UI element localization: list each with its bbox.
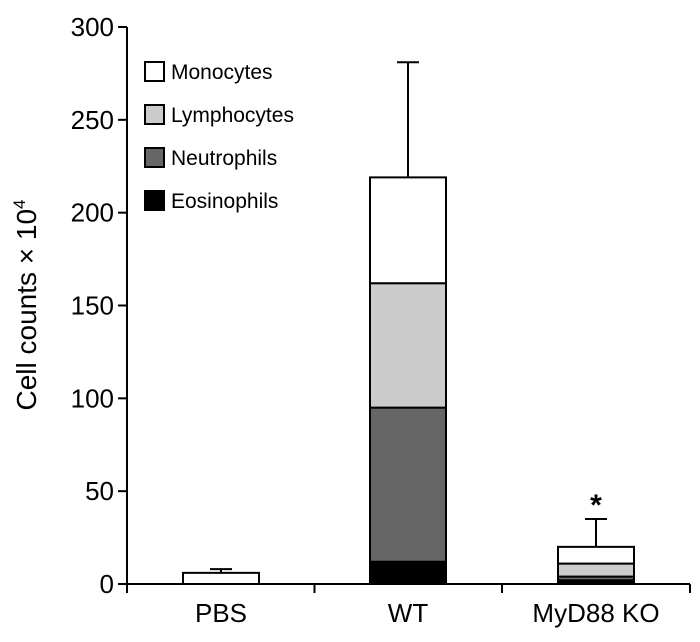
bar-segment-monocytes	[369, 176, 447, 285]
y-tick-label: 150	[71, 291, 114, 321]
bar-segment-lymphocytes	[557, 562, 635, 578]
y-tick-label: 100	[71, 383, 114, 413]
bar-segment-monocytes	[557, 545, 635, 565]
x-category-label: PBS	[195, 598, 247, 628]
y-tick-label: 300	[71, 12, 114, 42]
legend-swatch	[144, 147, 165, 168]
legend-label: Lymphocytes	[171, 104, 294, 127]
y-tick-label: 0	[100, 569, 114, 599]
bar-segment-lymphocytes	[369, 282, 447, 409]
y-axis-title-text: Cell counts × 10	[11, 209, 42, 411]
bar-segment-monocytes	[182, 571, 260, 585]
x-category-label: WT	[388, 598, 429, 628]
legend-swatch	[144, 61, 165, 82]
legend-label: Neutrophils	[171, 147, 277, 170]
bar-segment-eosinophils	[369, 560, 447, 585]
legend-label: Eosinophils	[171, 190, 278, 213]
plot-area: 0 50 100 150 200 250 300 PBS WT MyD88 KO * Monocyte…	[71, 12, 691, 628]
bar-segment-neutrophils	[369, 406, 447, 563]
x-category-label: MyD88 KO	[532, 598, 659, 628]
legend-label: Monocytes	[171, 61, 273, 84]
significance-marker: *	[590, 489, 602, 522]
y-tick-label: 250	[71, 105, 114, 135]
y-axis-title: Cell counts × 104	[10, 199, 42, 410]
y-tick-label: 200	[71, 198, 114, 228]
legend-swatch	[144, 190, 165, 211]
y-axis-title-superscript: 4	[10, 199, 29, 208]
legend-swatch	[144, 104, 165, 125]
y-tick-label: 50	[85, 476, 114, 506]
